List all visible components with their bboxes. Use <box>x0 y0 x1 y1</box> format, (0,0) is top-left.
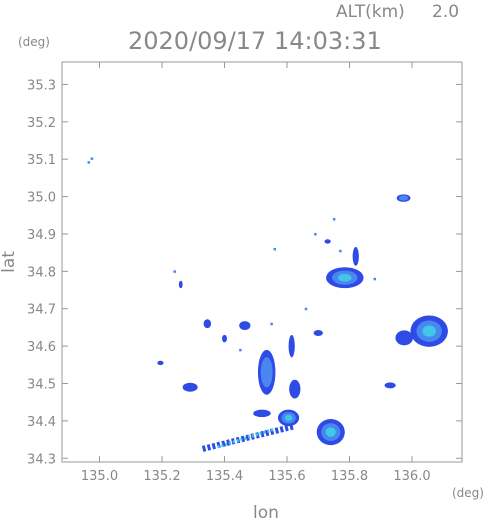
y-tick-label-1: 34.4 <box>27 415 56 430</box>
echo-speck-9 <box>373 277 376 281</box>
echo-14-level-1 <box>288 334 295 358</box>
y-tick-label-2: 34.5 <box>27 377 56 392</box>
x-tick-label-3: 135.6 <box>268 469 305 484</box>
echo-10-level-1 <box>313 330 323 337</box>
radar-echoes <box>87 157 448 452</box>
y-tick-label-6: 34.9 <box>27 228 56 243</box>
echo-11-level-1 <box>384 382 396 389</box>
echo-12-level-1 <box>352 247 359 266</box>
echo-2-level-3 <box>338 273 352 282</box>
echo-20-level-1 <box>222 334 227 343</box>
x-tick-label-1: 135.2 <box>143 469 180 484</box>
echo-speck-7 <box>332 218 336 221</box>
echo-9-level-1 <box>239 321 251 331</box>
x-tick-label-5: 136.0 <box>393 469 430 484</box>
echo-speck-6 <box>304 307 308 311</box>
altitude-value: 2.0 <box>432 2 459 22</box>
echo-speck-3 <box>273 247 276 251</box>
echo-speck-0 <box>87 161 91 164</box>
echo-3-level-3 <box>422 325 436 337</box>
rain-band-outer <box>201 423 294 452</box>
plot-frame <box>61 61 463 463</box>
y-tick-label-8: 35.1 <box>27 153 56 168</box>
echo-5-level-3 <box>325 427 336 437</box>
y-tick-label-5: 34.8 <box>27 265 56 280</box>
echo-speck-4 <box>270 322 273 326</box>
x-axis-label: lon <box>253 503 279 521</box>
x-unit-label: (deg) <box>452 486 484 500</box>
echo-speck-5 <box>239 348 242 352</box>
y-tick-label-10: 35.3 <box>27 78 56 93</box>
rain-band-inner <box>217 428 274 449</box>
y-tick-label-7: 35.0 <box>27 191 56 206</box>
altitude-label: ALT(km) <box>336 2 405 22</box>
axis-ticks: 135.0 135.2 135.4 135.6 135.8 136.0 34.3 34.4 34… <box>27 62 462 484</box>
y-tick-label-9: 35.2 <box>27 116 56 131</box>
echo-13-level-1 <box>157 360 164 366</box>
echo-17-level-1 <box>203 319 212 329</box>
echo-18-level-1 <box>178 280 183 289</box>
y-tick-label-3: 34.6 <box>27 340 56 355</box>
x-tick-label-0: 135.0 <box>81 469 118 484</box>
echo-speck-1 <box>90 157 94 160</box>
y-axis-label: lat <box>0 251 19 273</box>
echo-15-level-1 <box>289 379 301 399</box>
echo-8-level-1 <box>182 382 198 392</box>
x-tick-label-4: 135.8 <box>331 469 368 484</box>
y-tick-label-4: 34.7 <box>27 303 56 318</box>
echo-16-level-1 <box>253 409 271 418</box>
echo-speck-8 <box>173 270 176 273</box>
echo-speck-2 <box>339 249 342 253</box>
echo-1-level-2 <box>398 195 409 201</box>
y-tick-label-0: 34.3 <box>27 452 56 467</box>
y-unit-label: (deg) <box>18 35 50 49</box>
timestamp-title: 2020/09/17 14:03:31 <box>128 27 382 55</box>
x-tick-label-2: 135.4 <box>206 469 243 484</box>
echo-6-level-3 <box>284 414 293 421</box>
echo-19-level-1 <box>324 239 331 244</box>
echo-7-level-2 <box>260 357 273 388</box>
echo-speck-10 <box>314 232 317 236</box>
echo-4-level-1 <box>395 330 413 346</box>
